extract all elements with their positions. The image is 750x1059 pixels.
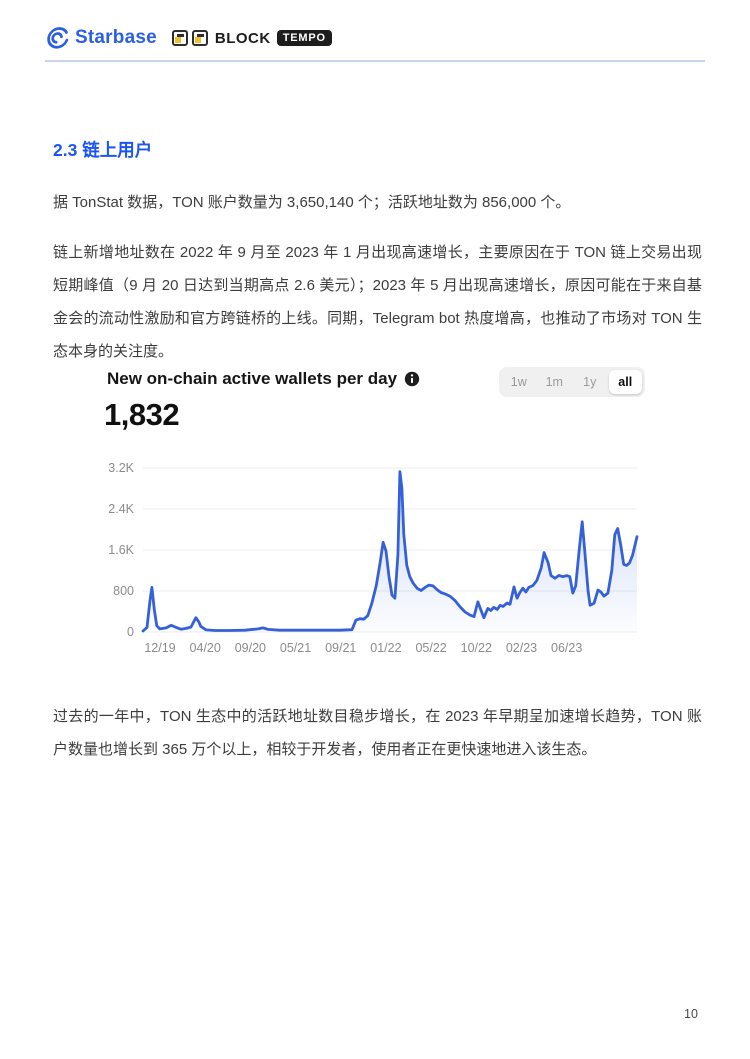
blocktempo-glyph-icon: [171, 30, 188, 46]
chart-series: [141, 470, 639, 633]
paragraph-ton-accounts: 据 TonStat 数据，TON 账户数量为 3,650,140 个；活跃地址数…: [53, 194, 571, 211]
chart-title-row: New on-chain active wallets per day: [107, 369, 420, 389]
svg-text:12/19: 12/19: [144, 641, 175, 655]
svg-text:0: 0: [127, 625, 134, 639]
paragraph-address-growth: 链上新增地址数在 2022 年 9 月至 2023 年 1 月出现高速增长，主要…: [53, 244, 702, 360]
svg-text:2.4K: 2.4K: [108, 502, 134, 516]
range-1w-button[interactable]: 1w: [502, 370, 536, 394]
blocktempo-glyph-icon: [191, 30, 208, 46]
svg-text:1.6K: 1.6K: [108, 543, 134, 557]
chart-current-value: 1,832: [104, 397, 180, 432]
svg-text:800: 800: [113, 584, 134, 598]
svg-text:09/21: 09/21: [325, 641, 356, 655]
chart-title: New on-chain active wallets per day: [107, 369, 398, 388]
time-range-selector: 1w 1m 1y all: [499, 367, 645, 397]
header-divider: [45, 60, 705, 62]
blocktempo-logo: BLOCK TEMPO: [171, 29, 332, 47]
wallets-line-chart: 0 800 1.6K 2.4K 3.2K 12/19 04/20 09/20 05/21 09/2…: [108, 461, 639, 655]
svg-text:01/22: 01/22: [370, 641, 401, 655]
starbase-logo-text: Starbase: [75, 27, 157, 48]
svg-text:05/21: 05/21: [280, 641, 311, 655]
svg-text:05/22: 05/22: [415, 641, 446, 655]
blocktempo-block-text: BLOCK: [214, 29, 271, 47]
blocktempo-tempo-badge: TEMPO: [276, 30, 332, 46]
page-number: 10: [684, 1007, 698, 1021]
range-1m-button[interactable]: 1m: [538, 370, 572, 394]
svg-text:04/20: 04/20: [190, 641, 221, 655]
svg-text:09/20: 09/20: [235, 641, 266, 655]
chart-axis-labels: 0 800 1.6K 2.4K 3.2K 12/19 04/20 09/20 05/21 09/2…: [108, 461, 582, 655]
svg-text:3.2K: 3.2K: [108, 461, 134, 475]
paragraph-yearly-summary: 过去的一年中，TON 生态中的活跃地址数目稳步增长，在 2023 年早期呈加速增…: [53, 708, 702, 758]
info-icon[interactable]: [404, 371, 420, 387]
range-1y-button[interactable]: 1y: [573, 370, 607, 394]
range-all-button[interactable]: all: [608, 370, 642, 394]
header: Starbase BLOCK TEMPO: [45, 25, 332, 51]
starbase-logo: Starbase: [45, 26, 157, 51]
svg-text:02/23: 02/23: [506, 641, 537, 655]
section-title: 2.3 链上用户: [53, 140, 153, 160]
svg-text:10/22: 10/22: [461, 641, 492, 655]
starbase-logo-icon: [47, 26, 69, 49]
svg-text:06/23: 06/23: [551, 641, 582, 655]
